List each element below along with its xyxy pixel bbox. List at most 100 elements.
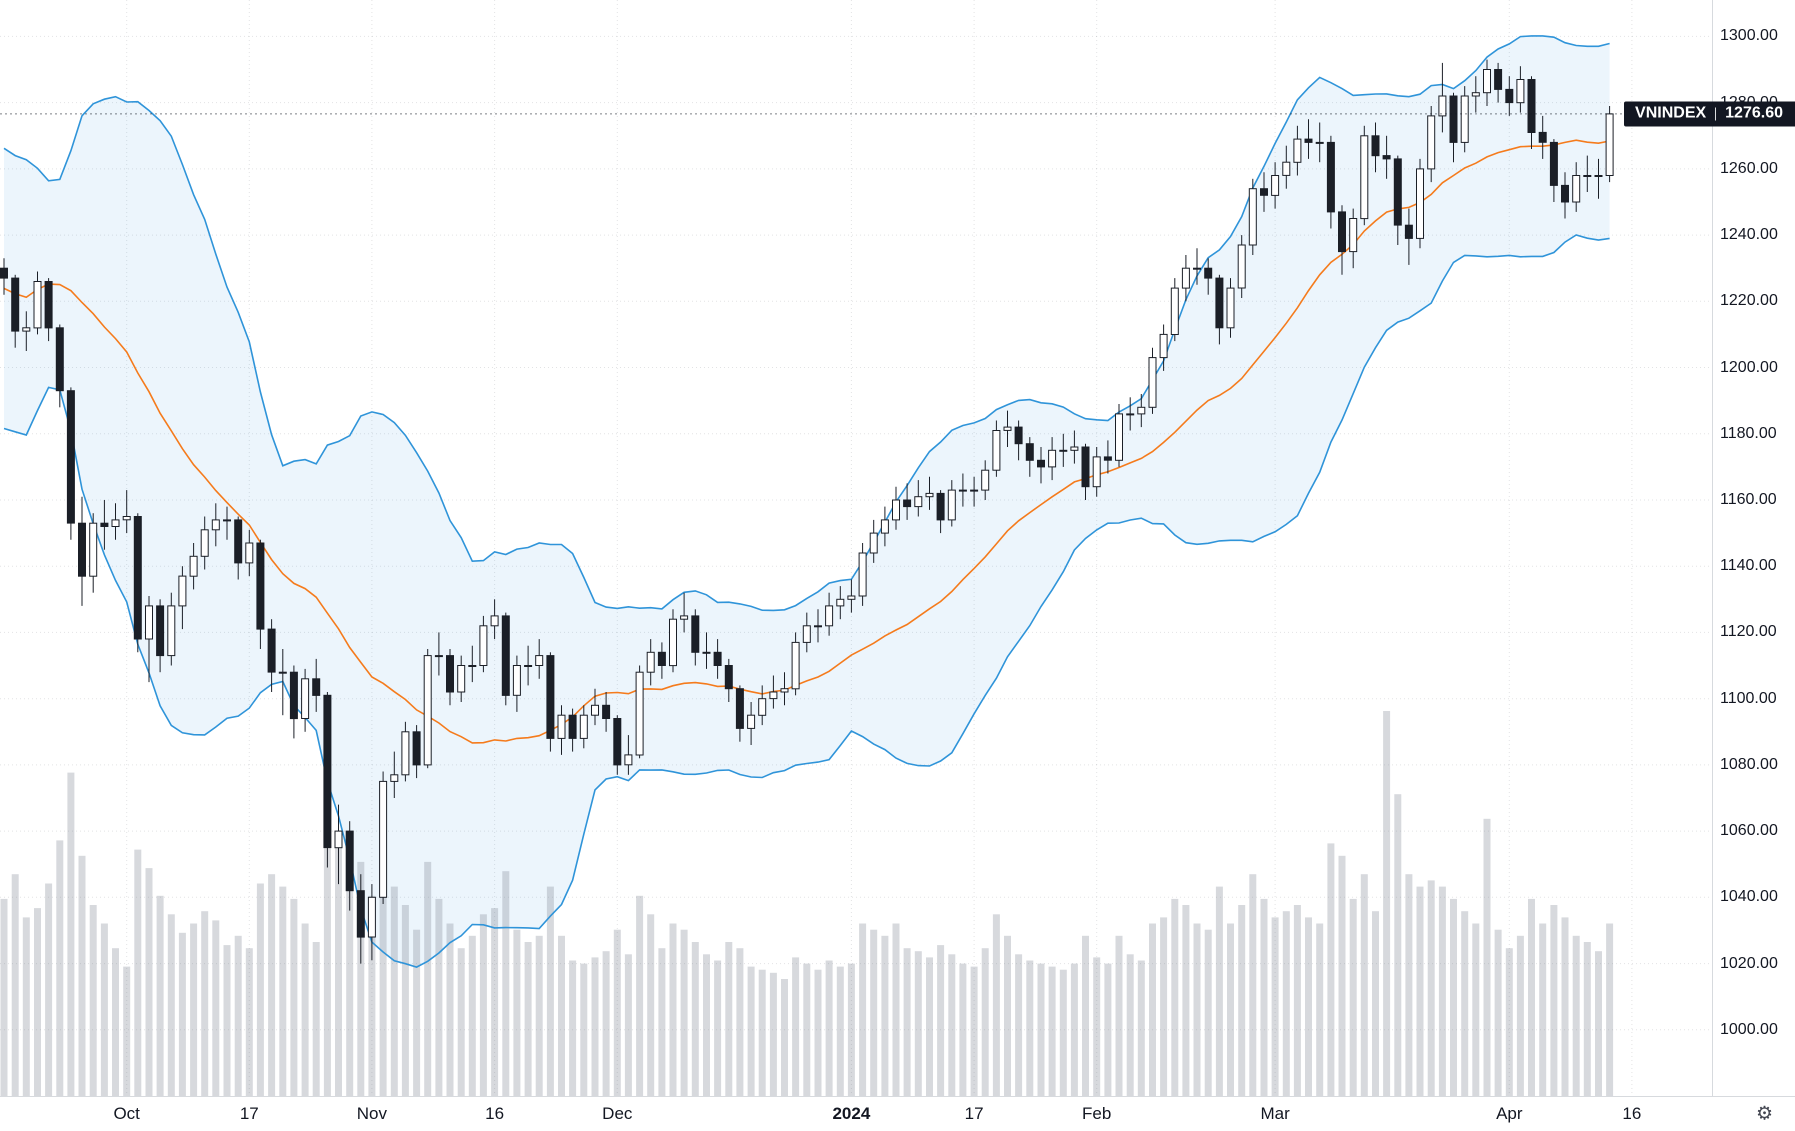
candle[interactable]	[44, 278, 53, 342]
candle[interactable]	[814, 609, 822, 643]
candle[interactable]	[434, 632, 443, 676]
candle[interactable]	[133, 513, 142, 653]
candle[interactable]	[1092, 447, 1101, 497]
candle[interactable]	[1215, 274, 1224, 345]
candle[interactable]	[758, 685, 767, 726]
candle[interactable]	[1248, 178, 1257, 255]
candle[interactable]	[1237, 235, 1246, 298]
candle[interactable]	[312, 658, 321, 712]
candle[interactable]	[579, 705, 588, 749]
candle[interactable]	[334, 804, 343, 885]
candle[interactable]	[11, 274, 20, 348]
candle[interactable]	[468, 645, 477, 683]
candle[interactable]	[78, 496, 86, 606]
candle[interactable]	[591, 688, 599, 726]
candle[interactable]	[100, 500, 109, 550]
candle[interactable]	[1516, 66, 1525, 113]
candle[interactable]	[947, 480, 956, 527]
candle[interactable]	[1014, 420, 1023, 461]
candle[interactable]	[412, 725, 421, 779]
candle[interactable]	[1460, 86, 1469, 153]
candle[interactable]	[1393, 155, 1402, 245]
candle[interactable]	[635, 665, 644, 759]
candle[interactable]	[457, 655, 466, 702]
candle[interactable]	[914, 480, 923, 517]
candle[interactable]	[1605, 106, 1614, 183]
candle[interactable]	[903, 483, 912, 520]
candle[interactable]	[1193, 248, 1201, 285]
candle[interactable]	[735, 685, 744, 742]
candle[interactable]	[1505, 76, 1514, 116]
candle[interactable]	[1070, 430, 1079, 464]
candle[interactable]	[111, 503, 120, 540]
candle[interactable]	[780, 672, 789, 706]
candle[interactable]	[1471, 76, 1480, 113]
candle[interactable]	[55, 324, 64, 408]
last-price-tag[interactable]: VNINDEX 1276.60	[1624, 101, 1795, 127]
candle[interactable]	[66, 387, 75, 540]
candle[interactable]	[1494, 62, 1503, 103]
candle[interactable]	[367, 884, 376, 961]
candle[interactable]	[557, 705, 566, 755]
chart-canvas[interactable]	[0, 0, 1712, 1096]
candle[interactable]	[747, 702, 756, 745]
candle[interactable]	[1059, 433, 1068, 467]
candle[interactable]	[490, 599, 499, 640]
candle[interactable]	[836, 586, 845, 620]
candle[interactable]	[301, 668, 310, 732]
candle[interactable]	[669, 609, 677, 673]
candle[interactable]	[825, 592, 834, 636]
candle[interactable]	[423, 649, 432, 769]
candle[interactable]	[546, 652, 555, 752]
candle[interactable]	[1338, 205, 1346, 275]
candle[interactable]	[1304, 119, 1313, 159]
axis-settings-gear-icon[interactable]: ⚙	[1755, 1103, 1773, 1125]
candle[interactable]	[1427, 106, 1436, 183]
candle[interactable]	[1170, 278, 1179, 342]
candle[interactable]	[858, 543, 867, 606]
candle[interactable]	[1115, 404, 1123, 467]
candle[interactable]	[22, 311, 31, 351]
candle[interactable]	[992, 420, 1001, 477]
candle[interactable]	[1103, 440, 1112, 474]
candle[interactable]	[1360, 125, 1369, 226]
candle[interactable]	[892, 486, 900, 530]
candle[interactable]	[1483, 59, 1491, 106]
candle[interactable]	[211, 503, 220, 547]
candle[interactable]	[1416, 158, 1424, 249]
candle[interactable]	[769, 675, 778, 709]
candle[interactable]	[613, 715, 622, 775]
candle[interactable]	[267, 619, 276, 692]
candle[interactable]	[1126, 397, 1135, 431]
candle[interactable]	[1438, 62, 1447, 133]
candle[interactable]	[880, 506, 889, 547]
candle[interactable]	[356, 874, 365, 964]
time-axis[interactable]: ⚙ Oct 17 Nov 16 Dec 2024 17 Feb Mar Apr 16	[0, 1096, 1795, 1131]
candle[interactable]	[1226, 278, 1235, 338]
candle[interactable]	[535, 639, 544, 679]
candle[interactable]	[0, 258, 8, 295]
candle[interactable]	[1549, 139, 1558, 202]
candle[interactable]	[958, 473, 967, 507]
candle[interactable]	[1583, 155, 1592, 192]
candle[interactable]	[981, 460, 990, 500]
candle[interactable]	[1260, 172, 1268, 212]
candle[interactable]	[1538, 115, 1547, 159]
candle[interactable]	[89, 513, 98, 593]
candle[interactable]	[1349, 208, 1358, 269]
candle[interactable]	[1148, 347, 1157, 414]
candle[interactable]	[869, 519, 878, 563]
candle[interactable]	[680, 592, 689, 633]
candle[interactable]	[1081, 443, 1090, 500]
candle[interactable]	[145, 596, 153, 683]
candle[interactable]	[512, 655, 521, 712]
candle[interactable]	[278, 649, 287, 716]
candle[interactable]	[1137, 394, 1146, 428]
candle[interactable]	[1572, 162, 1581, 212]
candle[interactable]	[624, 735, 633, 775]
candle[interactable]	[602, 692, 611, 732]
candle[interactable]	[1527, 76, 1536, 149]
candle[interactable]	[446, 649, 454, 706]
candle[interactable]	[847, 579, 856, 613]
candle[interactable]	[713, 639, 722, 679]
